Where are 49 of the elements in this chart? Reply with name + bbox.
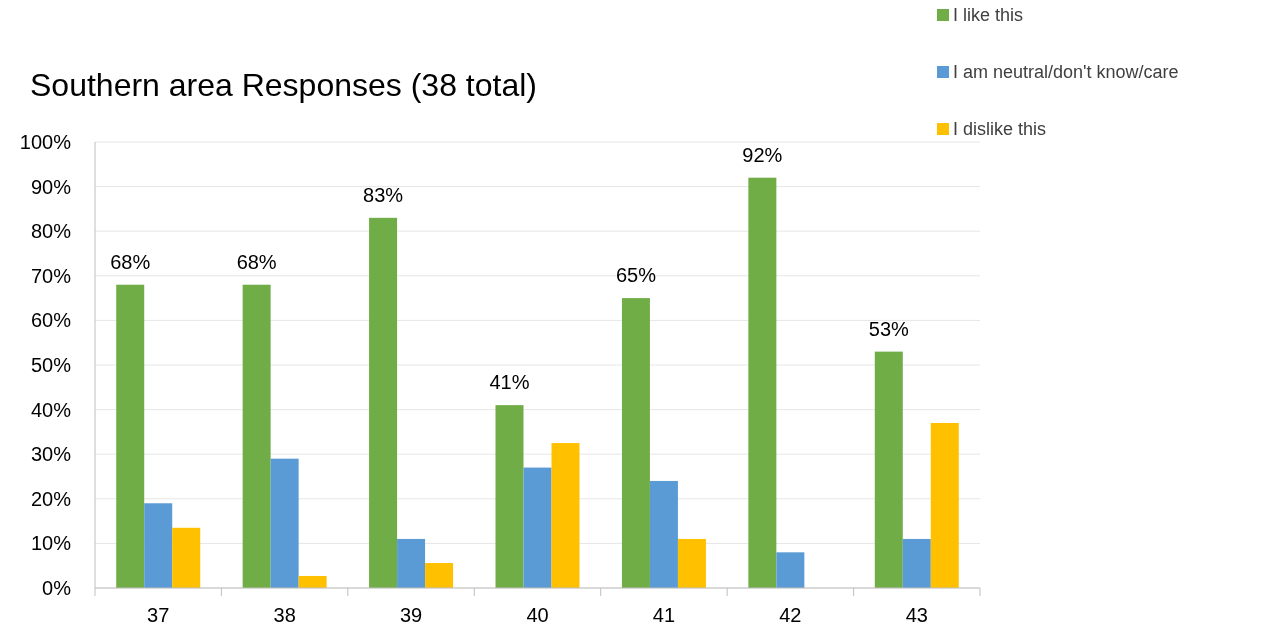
data-label: 65% <box>615 264 657 287</box>
data-label: 68% <box>110 250 151 273</box>
legend-label: I am neutral/don't know/care <box>953 62 1179 83</box>
bar <box>298 575 327 588</box>
bar <box>172 527 201 588</box>
bar <box>270 458 299 588</box>
y-tick-label: 100% <box>19 131 72 153</box>
bar <box>116 284 145 588</box>
y-tick-label: 90% <box>30 175 72 198</box>
bar <box>369 217 398 588</box>
y-tick-label: 70% <box>30 264 72 287</box>
data-label: 83% <box>363 183 404 206</box>
data-label: 41% <box>489 371 530 394</box>
legend-label: I dislike this <box>953 119 1047 140</box>
data-label: 53% <box>868 317 910 340</box>
bar <box>425 563 454 588</box>
bar <box>748 177 777 588</box>
bar <box>874 351 903 588</box>
x-tick-label: 40 <box>526 604 549 626</box>
x-tick-label: 41 <box>652 604 676 626</box>
bar <box>649 480 678 588</box>
chart-title: Southern area Responses (38 total) <box>30 67 537 103</box>
bar <box>551 443 580 588</box>
bar <box>776 552 805 588</box>
legend-label: I like this <box>953 5 1024 26</box>
y-tick-label: 80% <box>30 220 72 243</box>
bar <box>677 538 706 588</box>
bar <box>621 298 650 588</box>
y-tick-label: 40% <box>30 398 72 421</box>
y-tick-label: 60% <box>30 309 72 332</box>
bar <box>242 284 271 588</box>
y-tick-label: 50% <box>30 354 72 376</box>
bar <box>930 422 959 588</box>
x-tick-label: 38 <box>273 604 296 626</box>
y-tick-label: 0% <box>42 577 72 599</box>
bar <box>902 538 931 588</box>
x-tick-label: 42 <box>779 604 802 626</box>
y-tick-label: 10% <box>30 532 72 555</box>
x-tick-label: 43 <box>905 604 928 626</box>
data-label: 92% <box>742 143 783 166</box>
bar <box>397 538 426 588</box>
bar <box>495 405 524 588</box>
y-tick-label: 30% <box>30 443 72 466</box>
y-tick-label: 20% <box>30 487 72 510</box>
bar <box>523 467 552 588</box>
x-tick-label: 37 <box>147 604 170 626</box>
x-tick-label: 39 <box>399 604 423 626</box>
data-label: 68% <box>236 250 277 273</box>
bar <box>144 503 173 588</box>
